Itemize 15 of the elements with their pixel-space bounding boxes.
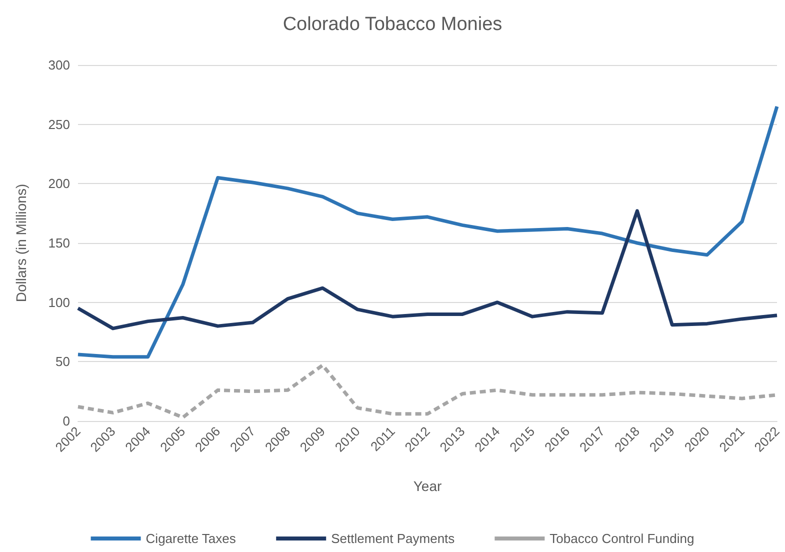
y-axis-title: Dollars (in Millions) <box>13 184 29 302</box>
y-tick-label: 200 <box>48 176 70 192</box>
y-tick-label: 50 <box>56 354 70 370</box>
y-tick-label: 100 <box>48 294 70 310</box>
line-series <box>76 104 779 359</box>
legend-label: Tobacco Control Funding <box>550 531 694 546</box>
chart-title: Colorado Tobacco Monies <box>282 14 502 35</box>
y-tick-label: 0 <box>62 414 70 428</box>
legend-label: Settlement Payments <box>331 531 456 546</box>
y-tick-label: 300 <box>48 58 70 72</box>
line-series <box>76 209 779 330</box>
x-axis-title: Year <box>413 478 442 494</box>
legend-label: Cigarette Taxes <box>146 531 236 546</box>
y-tick-label: 250 <box>48 116 70 132</box>
y-tick-label: 150 <box>48 236 70 250</box>
